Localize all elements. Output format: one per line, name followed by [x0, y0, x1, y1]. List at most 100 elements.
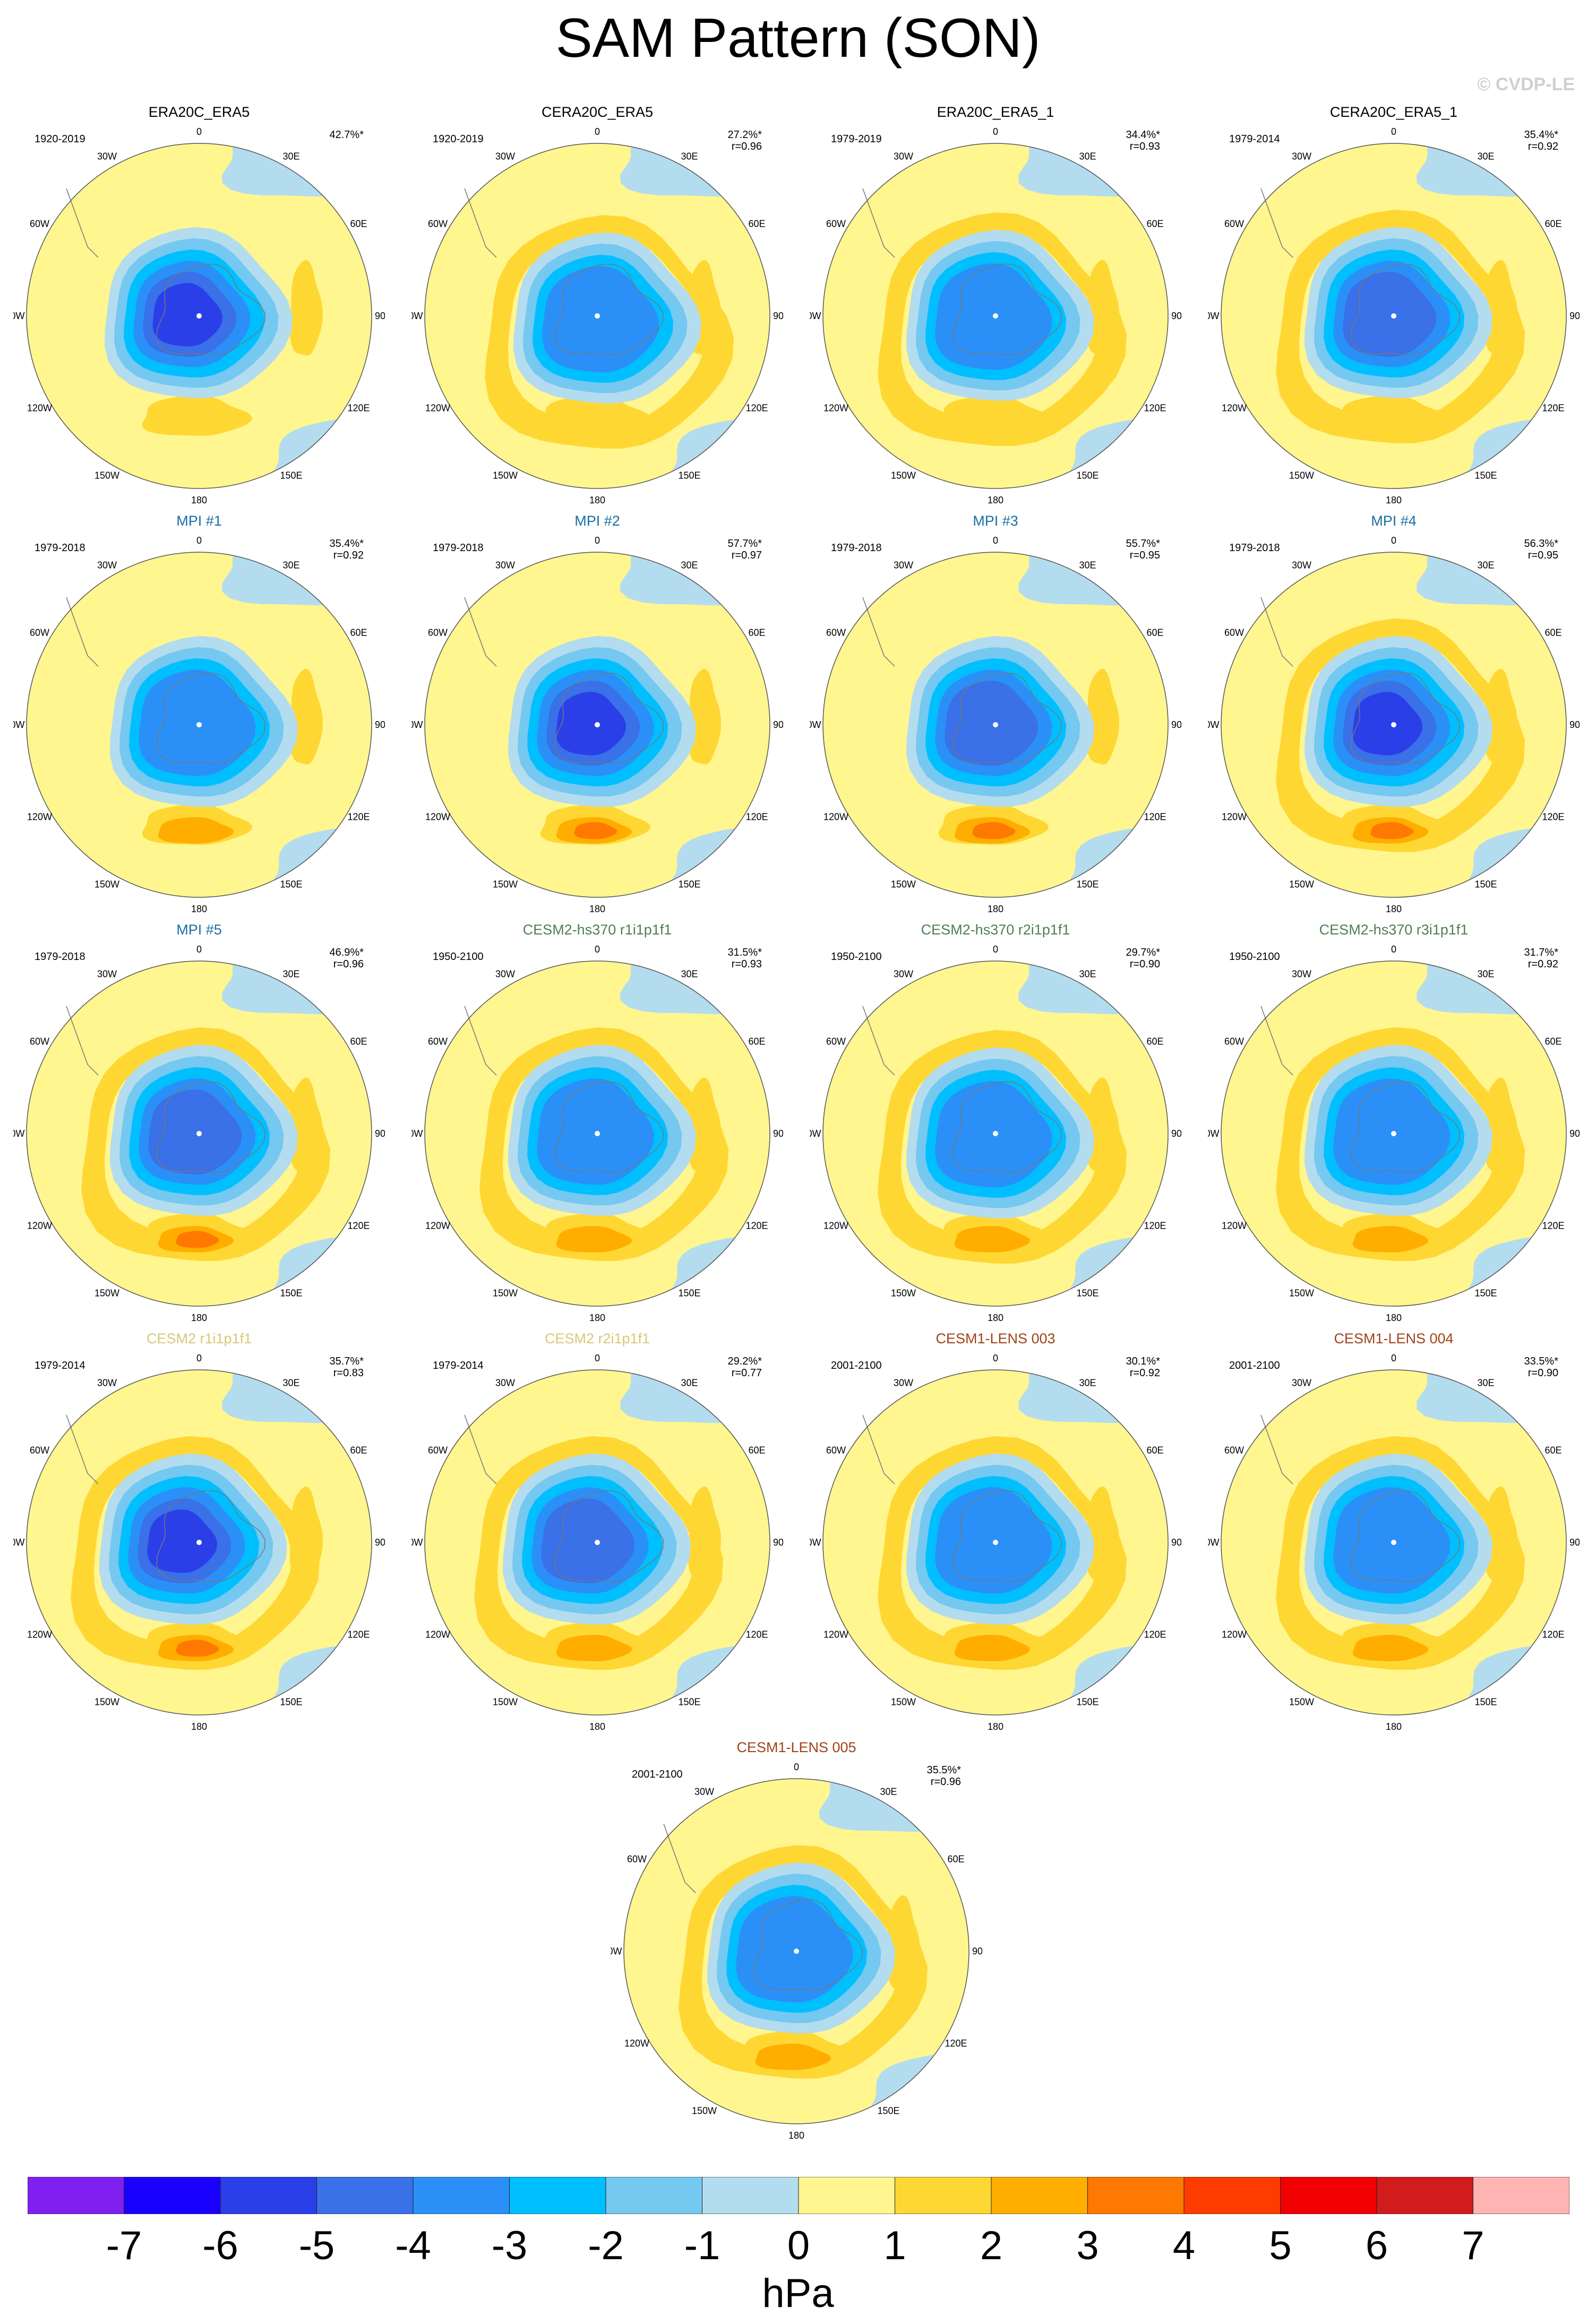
polar-map: 0 30E 60E 90E 120E 150E 180 150W 120W 90W 60W 30W: [13, 126, 385, 505]
longitude-label: 120W: [425, 1221, 450, 1231]
map-field: [1221, 552, 1566, 897]
panel-variance-percent: 31.7%*: [1524, 947, 1559, 958]
panel-correlation: r=0.96: [731, 141, 762, 152]
field-contour-negative: [945, 680, 1039, 766]
longitude-label: 0: [595, 1353, 600, 1363]
longitude-label: 60W: [30, 1445, 49, 1456]
panel-variance-percent: 31.5%*: [727, 947, 762, 958]
longitude-label: 60W: [826, 219, 846, 229]
field-contour-negative: [537, 1078, 654, 1185]
longitude-label: 30W: [1292, 560, 1311, 571]
longitude-label: 90E: [375, 1128, 385, 1139]
south-america-outline: [66, 597, 99, 667]
longitude-label: 0: [993, 126, 998, 137]
longitude-label: 0: [993, 1353, 998, 1363]
longitude-label: 150W: [692, 2106, 717, 2116]
panel-years: 1979-2014: [35, 1360, 85, 1371]
colorbar-tick-label: 4: [1172, 2223, 1196, 2268]
colorbar-swatch: [1376, 2177, 1473, 2214]
south-pole-marker: [794, 1949, 799, 1954]
longitude-label: 90E: [1171, 311, 1181, 321]
map-border: [26, 143, 372, 489]
longitude-label: 150W: [891, 879, 916, 890]
panel-correlation: r=0.97: [731, 550, 762, 561]
polar-map: 0 30E 60E 90E 120E 150E 180 150W 120W 90W 60W 30W: [1208, 126, 1580, 505]
longitude-label: 60E: [350, 628, 367, 638]
longitude-label: 30E: [1477, 1378, 1494, 1388]
longitude-label: 30E: [282, 560, 299, 571]
south-america-outline: [1260, 597, 1293, 667]
panel-correlation: r=0.92: [1528, 958, 1558, 970]
polar-map: 0 30E 60E 90E 120E 150E 180 150W 120W 90W 60W 30W: [810, 126, 1181, 505]
south-america-outline: [862, 1414, 895, 1485]
map-border: [26, 1369, 372, 1715]
map-panel: 0 30E 60E 90E 120E 150E 180 150W 120W 90W 60W 30W MP…: [13, 921, 385, 1325]
field-contour-negative: [152, 282, 222, 347]
longitude-label: 60E: [350, 219, 367, 229]
colorbar-tick-label: 2: [980, 2223, 1003, 2268]
longitude-label: 0: [595, 944, 600, 955]
longitude-label: 180: [1386, 1721, 1402, 1732]
panel-title: MPI #2: [574, 513, 620, 529]
map-field: [624, 1779, 969, 2124]
longitude-label: 120E: [347, 812, 370, 822]
map-field: [425, 1370, 770, 1715]
longitude-label: 120W: [425, 812, 450, 822]
longitude-label: 90E: [773, 1537, 783, 1548]
longitude-label: 30E: [282, 969, 299, 980]
longitude-label: 60W: [826, 1445, 846, 1456]
longitude-label: 60W: [428, 628, 448, 638]
longitude-label: 30W: [1292, 969, 1311, 980]
antarctica-outline: [1351, 1490, 1460, 1582]
longitude-label: 150W: [493, 1288, 518, 1299]
field-contour-pos2: [1352, 1225, 1429, 1253]
antarctica-outline: [156, 263, 265, 356]
longitude-label: 150E: [1474, 879, 1497, 890]
longitude-label: 90E: [1569, 719, 1580, 730]
colorbar-swatch: [1087, 2177, 1185, 2214]
map-field: [1221, 1370, 1566, 1715]
colorbar-tick-label: 3: [1076, 2223, 1099, 2268]
longitude-label: 60W: [30, 1036, 49, 1047]
panel-years: 1979-2018: [35, 951, 85, 963]
longitude-label: 120E: [945, 2038, 967, 2049]
map-panel: 0 30E 60E 90E 120E 150E 180 150W 120W 90W 60W 30W MP…: [411, 512, 783, 916]
longitude-label: 60E: [1544, 219, 1561, 229]
map-panel: 0 30E 60E 90E 120E 150E 180 150W 120W 90W 60W 30W CE…: [1208, 1330, 1580, 1734]
longitude-label: 60E: [1146, 1036, 1163, 1047]
longitude-label: 120E: [745, 812, 768, 822]
field-contour-pos1: [142, 395, 252, 436]
longitude-label: 0: [196, 535, 202, 546]
longitude-label: 60W: [30, 219, 49, 229]
watermark: © CVDP-LE: [1477, 74, 1575, 95]
longitude-label: 180: [589, 1313, 605, 1323]
panel-correlation: r=0.92: [333, 550, 364, 561]
longitude-label: 60W: [428, 219, 448, 229]
longitude-label: 90E: [972, 1946, 982, 1957]
map-field: [27, 143, 372, 488]
colorbar-tick-label: 1: [883, 2223, 906, 2268]
longitude-label: 150W: [493, 879, 518, 890]
south-america-outline: [464, 1006, 497, 1076]
colorbar-tick-label: 7: [1462, 2223, 1485, 2268]
south-america-outline: [663, 1823, 696, 1893]
longitude-label: 90W: [810, 311, 821, 321]
polar-map: 0 30E 60E 90E 120E 150E 180 150W 120W 90W 60W 30W: [411, 126, 783, 505]
longitude-label: 30W: [1292, 151, 1311, 162]
map-panel: 0 30E 60E 90E 120E 150E 180 150W 120W 90W 60W 30W ER…: [13, 104, 385, 507]
longitude-label: 180: [191, 904, 207, 914]
longitude-label: 0: [993, 535, 998, 546]
map-border: [26, 960, 372, 1307]
longitude-label: 60E: [748, 628, 765, 638]
south-pole-marker: [595, 1540, 600, 1545]
longitude-label: 180: [589, 1721, 605, 1732]
longitude-label: 150E: [678, 470, 700, 481]
longitude-label: 150E: [280, 470, 302, 481]
longitude-label: 0: [993, 944, 998, 955]
longitude-label: 90W: [611, 1946, 622, 1957]
south-america-outline: [1260, 188, 1293, 258]
longitude-label: 90W: [13, 1537, 25, 1548]
longitude-label: 150E: [280, 1288, 302, 1299]
longitude-label: 150E: [678, 1697, 700, 1708]
panel-correlation: r=0.95: [1129, 550, 1160, 561]
